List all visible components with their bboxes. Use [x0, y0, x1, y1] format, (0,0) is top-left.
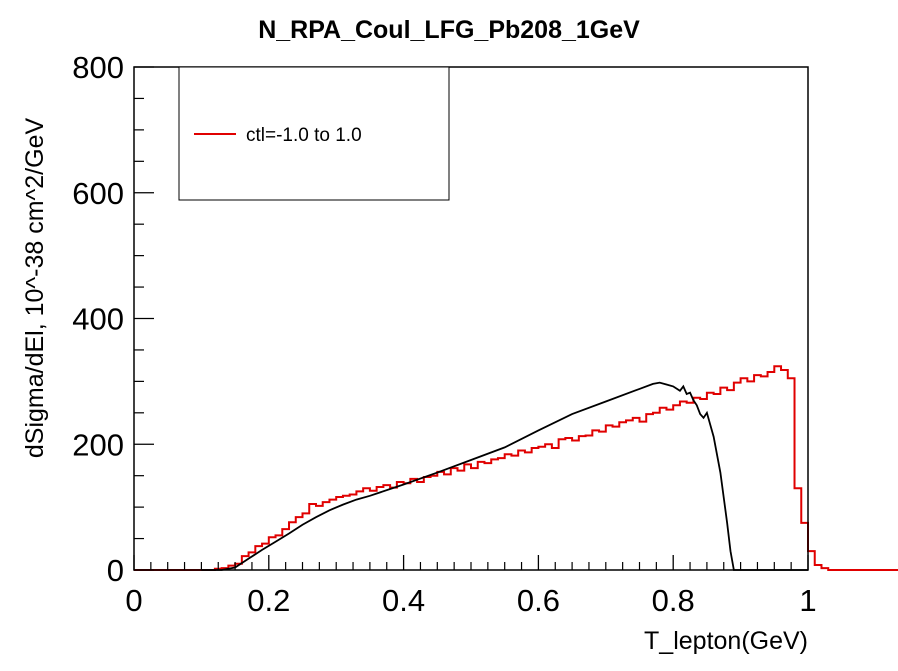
- x-tick-label: 0.4: [382, 583, 425, 618]
- y-tick-label: 0: [107, 553, 124, 588]
- y-axis-title-group: dSigma/dEl, 10^-38 cm^2/GeV: [21, 118, 49, 459]
- plot-marks: [134, 365, 898, 571]
- legend: ctl=-1.0 to 1.0: [178, 66, 450, 201]
- y-axis-title: dSigma/dEl, 10^-38 cm^2/GeV: [21, 118, 49, 459]
- y-tick-label: 400: [72, 302, 124, 337]
- x-tick-label: 0.6: [517, 583, 560, 618]
- x-tick-label: 1: [799, 583, 816, 618]
- axis-ticks: 0 0.2 0.4 0.6 0.8 1 0 200 400 600 800: [72, 50, 816, 618]
- legend-label: ctl=-1.0 to 1.0: [246, 125, 362, 146]
- series-1-line: [201, 381, 808, 571]
- y-tick-label: 200: [72, 427, 124, 462]
- chart-title: N_RPA_Coul_LFG_Pb208_1GeV: [258, 16, 640, 44]
- series-0-histogram: [134, 365, 898, 571]
- y-tick-label: 800: [72, 50, 124, 85]
- x-tick-label: 0: [125, 583, 142, 618]
- x-tick-label: 0.8: [652, 583, 695, 618]
- x-axis-title: T_lepton(GeV): [644, 627, 808, 655]
- x-tick-label: 0.2: [247, 583, 290, 618]
- y-tick-label: 600: [72, 176, 124, 211]
